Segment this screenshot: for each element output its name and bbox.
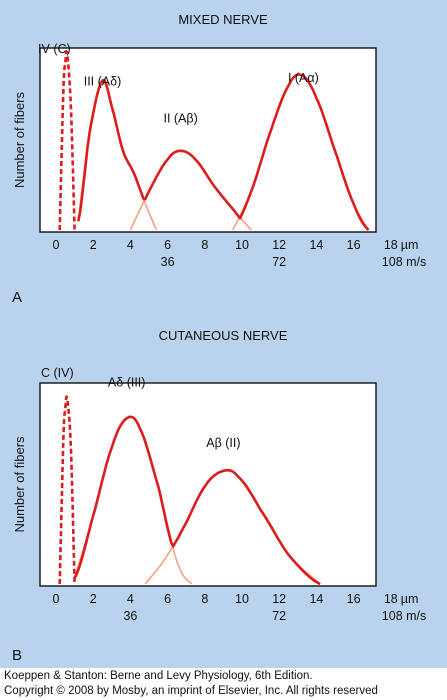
panel-a-x-tick-0: 0 [53, 238, 60, 252]
panel-b-x-tick-9: 18 [384, 592, 398, 606]
panel-b-x-tick-1: 2 [90, 592, 97, 606]
panel-a-velocity-tick-1: 72 [272, 255, 286, 269]
panel-a-x-tick-9: 18 [384, 238, 398, 252]
panel-b-y-axis-label: Number of fibers [12, 436, 27, 533]
panel-a-series-label-1: III (Aδ) [84, 75, 122, 89]
panel-b-x-tick-5: 10 [235, 592, 249, 606]
panel-b-velocity-tick-0: 36 [123, 609, 137, 623]
panel-a-velocity-unit: 108 m/s [382, 255, 426, 269]
panel-b-x-tick-3: 6 [164, 592, 171, 606]
panel-b-title: CUTANEOUS NERVE [159, 328, 288, 343]
panel-a-series-label-2: II (Aβ) [163, 111, 197, 125]
panel-a-series-label-0: IV (C) [38, 42, 71, 56]
panel-b-x-tick-8: 16 [347, 592, 361, 606]
panel-a-x-tick-1: 2 [90, 238, 97, 252]
panel-b-x-tick-4: 8 [201, 592, 208, 606]
panel-a-plot-area [39, 47, 377, 233]
credit-line-1: Koeppen & Stanton: Berne and Levy Physio… [4, 670, 313, 682]
panel-a-x-tick-5: 10 [235, 238, 249, 252]
panel-b-label: B [12, 647, 22, 664]
panel-b-x-tick-7: 14 [309, 592, 323, 606]
panel-b-series-0-dashed [58, 395, 76, 585]
figure-background: MIXED NERVE Number of fibers IV (C) III (Aδ… [0, 0, 447, 668]
panel-b-plot-area [39, 382, 377, 587]
panel-a-x-tick-6: 12 [272, 238, 286, 252]
panel-a-envelope-curve [77, 73, 370, 231]
panel-a-series-label-3: I (Aα) [288, 71, 319, 85]
panel-a-velocity-tick-0: 36 [161, 255, 175, 269]
panel-a-x-tick-3: 6 [164, 238, 171, 252]
panel-b-series-label-1: Aδ (III) [108, 376, 146, 390]
panel-b-series-label-2: Aβ (II) [206, 436, 240, 450]
panel-b-envelope-curve [73, 415, 321, 586]
panel-a-x-tick-7: 14 [309, 238, 323, 252]
panel-b-series-label-0: C (IV) [41, 366, 74, 380]
panel-a-x-tick-8: 16 [347, 238, 361, 252]
panel-a-series-0-dashed [58, 50, 76, 231]
panel-a-x-unit: µm [401, 238, 419, 252]
panel-a-x-tick-2: 4 [127, 238, 134, 252]
panel-a-title: MIXED NERVE [178, 12, 268, 27]
panel-b-velocity-tick-1: 72 [272, 609, 286, 623]
panel-b-x-tick-0: 0 [53, 592, 60, 606]
panel-a-label: A [12, 289, 22, 306]
panel-a-y-axis-label: Number of fibers [12, 91, 27, 188]
panel-b-x-tick-6: 12 [272, 592, 286, 606]
panel-a-x-tick-4: 8 [201, 238, 208, 252]
panel-b-velocity-unit: 108 m/s [382, 609, 426, 623]
panel-b-x-unit: µm [401, 592, 419, 606]
figure-svg: MIXED NERVE Number of fibers IV (C) III (Aδ… [12, 12, 426, 664]
panel-b-x-tick-2: 4 [127, 592, 134, 606]
credit-line-2: Copyright © 2008 by Mosby, an imprint of… [4, 685, 378, 697]
